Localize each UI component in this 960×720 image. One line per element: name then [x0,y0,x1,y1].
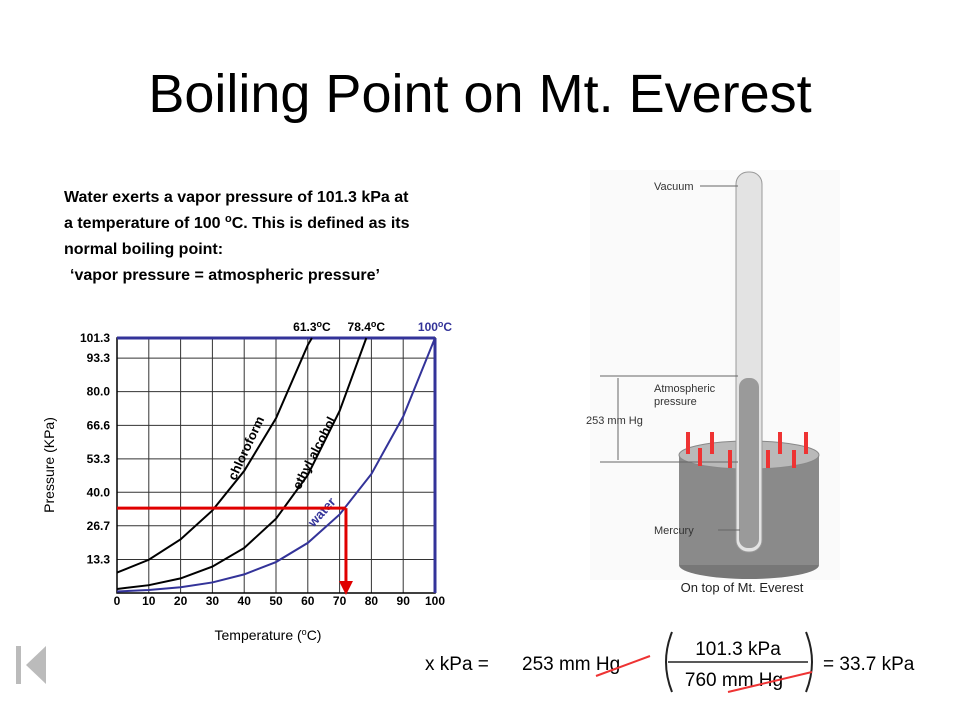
series-line [116,337,436,593]
nav-arrow[interactable] [26,646,46,684]
boiling-point-sup: o [438,319,444,329]
x-tick-label: 30 [206,594,220,608]
series-line [116,337,313,574]
eq-given: 253 mm Hg [522,654,620,675]
cancel-line [727,671,813,693]
label: Atmospheric [654,383,716,395]
arrow-shafts [686,432,808,468]
boiling-point-sup: o [371,319,377,329]
x-tick-label: 100 [425,594,445,608]
eq-left: x kPa = [425,654,489,675]
label: pressure [654,396,697,408]
barometer-labels: Vacuum Atmospheric pressure 253 mm Hg Me… [586,181,716,537]
y-tick-label: 101.3 [80,331,110,345]
intro-sup: o [225,213,232,225]
series-label: water [304,494,339,530]
x-tick-label: 0 [114,594,121,608]
nav-first[interactable] [16,646,46,684]
cancel-line [595,655,651,677]
nav-bar[interactable] [16,646,21,684]
boiling-point-unit: C [443,320,452,334]
boiling-point-label: 78.4oC [348,319,386,334]
x-tick-label: 60 [301,594,315,608]
slide-title: Boiling Point on Mt. Everest [148,64,811,124]
intro-text: a temperature of 100 [64,215,225,232]
intro-line: normal boiling point: [64,241,223,258]
chart: 0 10 20 30 40 50 60 70 80 90 100 13.3 26.7 40.0 53.3 66… [41,319,452,643]
barometer: Vacuum Atmospheric pressure 253 mm Hg Me… [586,170,840,595]
y-tick-label: 40.0 [87,485,111,499]
intro: Water exerts a vapor pressure of 101.3 k… [64,189,410,284]
label: 253 mm Hg [586,415,643,427]
eq-numerator: 101.3 kPa [695,639,781,660]
intro-line: Water exerts a vapor pressure of 101.3 k… [64,189,409,206]
boiling-point-value: 100 [418,320,438,334]
label: Mercury [654,525,694,537]
y-axis-label: Pressure (KPa) [41,417,57,513]
boiling-point-value: 78.4 [348,320,372,334]
x-axis-label-part: C) [307,627,322,643]
caption: On top of Mt. Everest [681,580,804,595]
x-axis-label-sup: o [302,627,307,637]
x-tick-label: 50 [269,594,283,608]
y-tick-label: 26.7 [87,519,111,533]
y-tick-label: 53.3 [87,452,111,466]
boiling-point-label: 61.3oC [293,319,331,334]
boiling-point-unit: C [322,320,331,334]
eq-denominator: 760 mm Hg [685,670,783,691]
boiling-point-value: 61.3 [293,320,317,334]
boiling-point-sup: o [317,319,323,329]
x-tick-label: 20 [174,594,188,608]
x-tick-label: 90 [397,594,411,608]
intro-text: C. This is defined as its [232,215,410,232]
paren [665,631,673,693]
boiling-point-unit: C [376,320,385,334]
y-tick-label: 80.0 [87,385,111,399]
boiling-point-label: 100oC [418,319,453,334]
equation: x kPa = 253 mm Hg 101.3 kPa 760 mm Hg = … [425,631,915,693]
guide-arrowhead [338,581,353,595]
x-axis-label-part: Temperature ( [215,627,302,643]
x-tick-label: 80 [365,594,379,608]
x-tick-label: 70 [333,594,347,608]
mercury-column [739,378,759,548]
intro-line: a temperature of 100 oC. This is defined… [64,213,410,232]
series-label: chloroform [225,414,268,483]
pressure-arrows [686,432,808,468]
x-tick-label: 10 [142,594,156,608]
y-tick-label: 13.3 [87,553,111,567]
label: Vacuum [654,181,694,193]
series-line [116,337,368,590]
y-tick-label: 66.6 [87,418,111,432]
intro-line: ‘vapor pressure = atmospheric pressure’ [70,267,380,284]
x-axis-label: Temperature (oC) [215,627,322,643]
eq-result: = 33.7 kPa [823,654,915,675]
x-tick-label: 40 [238,594,252,608]
paren [805,631,813,693]
y-tick-label: 93.3 [87,351,111,365]
